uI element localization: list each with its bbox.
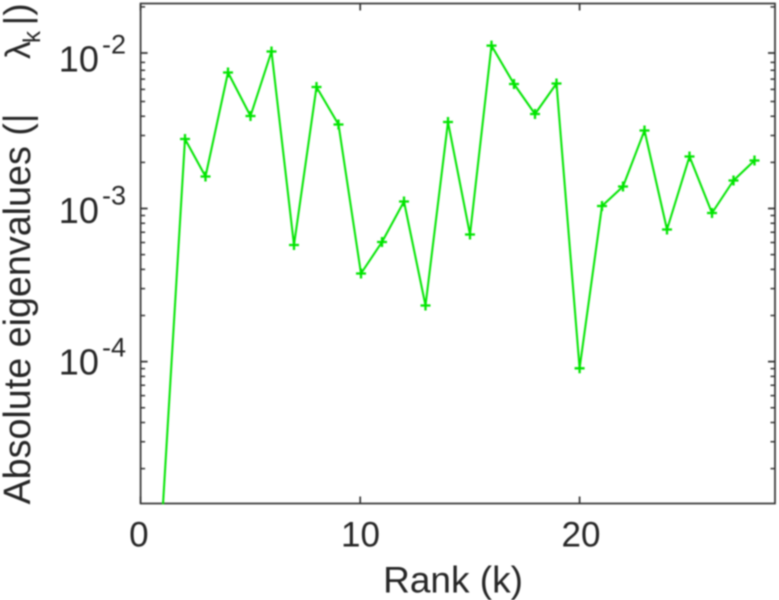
svg-text:0: 0 [129,516,148,555]
svg-text:Rank (k): Rank (k) [383,560,523,600]
svg-text:-3: -3 [102,181,126,211]
svg-text:|): |) [0,3,38,25]
svg-text:10: 10 [59,190,99,231]
svg-text:10: 10 [341,516,380,555]
svg-text:λ: λ [0,41,38,59]
svg-text:10: 10 [59,342,99,383]
svg-text:20: 20 [562,516,601,555]
svg-text:Absolute eigenvalues (|: Absolute eigenvalues (| [0,113,38,504]
svg-text:-4: -4 [102,333,126,363]
svg-text:-2: -2 [102,30,126,60]
svg-text:k: k [19,30,46,43]
svg-text:10: 10 [59,39,99,80]
